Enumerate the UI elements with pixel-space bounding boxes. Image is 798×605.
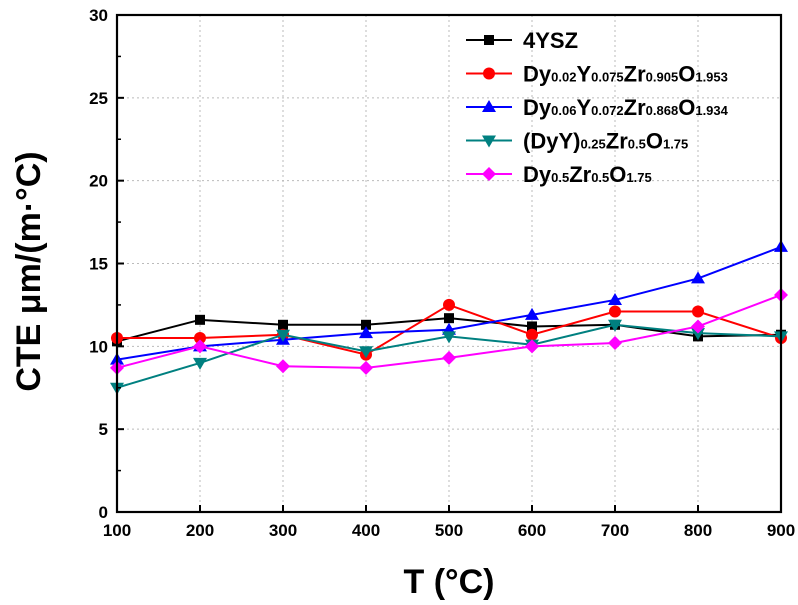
legend-label: Dy0.5Zr0.5O1.75 <box>523 162 652 187</box>
y-axis-title: CTE μm/(m·°C) <box>10 151 48 391</box>
data-point <box>443 298 455 311</box>
data-point <box>194 332 206 345</box>
legend-item: (DyY)0.25Zr0.5O1.75 <box>466 129 688 154</box>
x-tick-label: 300 <box>269 521 297 540</box>
data-point <box>692 305 704 318</box>
legend-marker <box>482 135 496 148</box>
legend-item: 4YSZ <box>466 28 578 53</box>
legend: 4YSZ Dy0.02Y0.075Zr0.905O1.953 Dy0.06Y0.07… <box>466 28 729 187</box>
data-point <box>527 321 537 332</box>
legend-marker <box>484 35 494 45</box>
data-point <box>609 305 621 318</box>
legend-item: Dy0.02Y0.075Zr0.905O1.953 <box>466 62 728 87</box>
data-point <box>359 326 373 339</box>
data-point <box>359 346 373 359</box>
data-point <box>276 359 290 374</box>
x-tick-label: 500 <box>435 521 463 540</box>
data-point <box>691 328 705 341</box>
legend-label: (DyY)0.25Zr0.5O1.75 <box>523 129 688 154</box>
data-point <box>442 331 456 344</box>
data-point <box>278 319 288 330</box>
y-tick-label: 15 <box>89 255 108 274</box>
y-tick-label: 20 <box>89 172 108 191</box>
y-tick-label: 5 <box>99 420 108 439</box>
legend-marker <box>482 100 496 112</box>
data-point <box>193 339 207 354</box>
data-point <box>444 313 454 324</box>
y-tick-label: 10 <box>89 337 108 356</box>
legend-label: Dy0.02Y0.075Zr0.905O1.953 <box>523 62 728 87</box>
legend-label: 4YSZ <box>523 28 578 53</box>
legend-item: Dy0.5Zr0.5O1.75 <box>466 162 652 187</box>
data-point <box>193 357 207 370</box>
x-tick-label: 900 <box>767 521 795 540</box>
data-point <box>442 350 456 365</box>
legend-marker <box>482 167 496 181</box>
data-point <box>608 336 622 351</box>
data-point <box>526 328 538 341</box>
y-tick-label: 25 <box>89 89 108 108</box>
x-axis-title: T (°C) <box>403 563 494 601</box>
x-tick-label: 100 <box>103 521 131 540</box>
x-tick-label: 700 <box>601 521 629 540</box>
data-point <box>608 319 622 332</box>
data-point <box>195 314 205 325</box>
x-tick-label: 600 <box>518 521 546 540</box>
data-point <box>276 329 290 342</box>
grid <box>117 15 781 512</box>
data-point <box>359 360 373 375</box>
x-tick-label: 800 <box>684 521 712 540</box>
legend-item: Dy0.06Y0.072Zr0.868O1.934 <box>466 95 729 120</box>
data-point <box>525 339 539 354</box>
data-point <box>361 319 371 330</box>
data-point <box>691 271 705 284</box>
data-point <box>525 307 539 320</box>
legend-label: Dy0.06Y0.072Zr0.868O1.934 <box>523 95 729 120</box>
y-tick-label: 0 <box>99 503 108 522</box>
y-tick-label: 30 <box>89 6 108 25</box>
data-point <box>691 319 705 334</box>
legend-marker <box>483 67 495 80</box>
x-tick-label: 200 <box>186 521 214 540</box>
x-tick-label: 400 <box>352 521 380 540</box>
data-point <box>608 292 622 305</box>
axes: 100 200 300 400 500 600 700 800 900 0 5 10 15 20 25 30 <box>89 6 795 540</box>
